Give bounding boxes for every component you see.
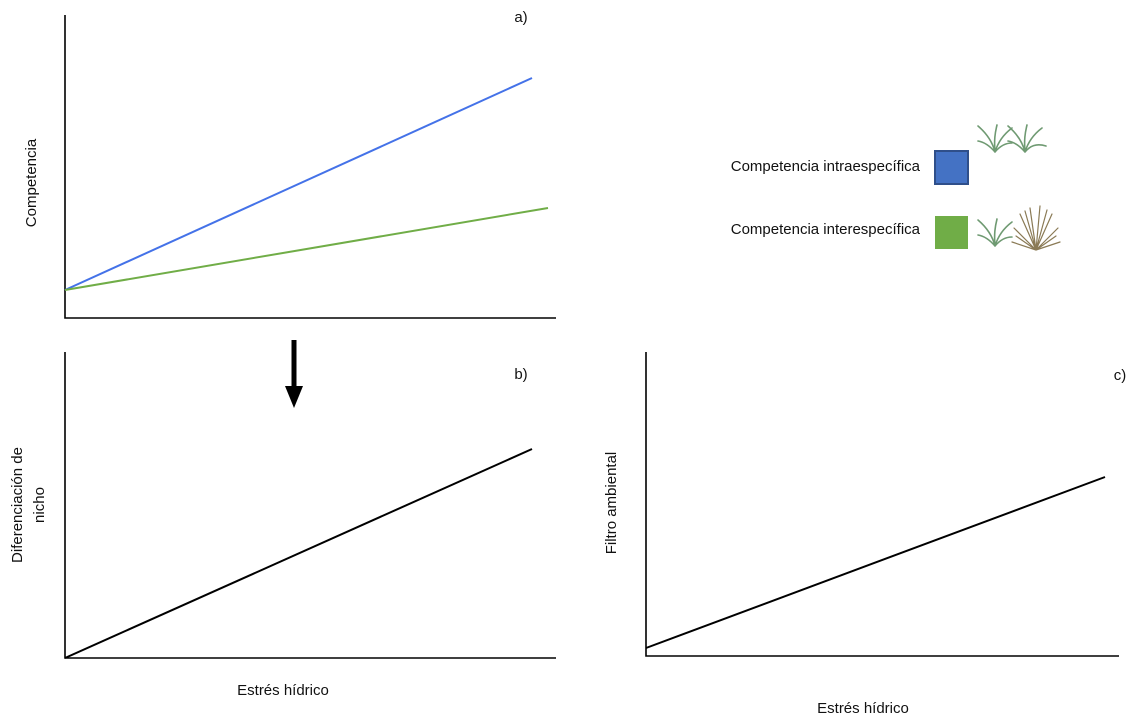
intra-line bbox=[65, 78, 532, 290]
grass-icon bbox=[978, 206, 1060, 250]
axes bbox=[65, 352, 556, 658]
legend-swatch bbox=[935, 151, 968, 184]
axes bbox=[65, 15, 556, 318]
trend-line bbox=[646, 477, 1105, 648]
y-axis-title: Filtro ambiental bbox=[603, 452, 620, 555]
panel-b: b) Diferenciación de nicho Estrés hídric… bbox=[9, 352, 556, 699]
axes bbox=[646, 352, 1119, 656]
trend-line bbox=[65, 449, 532, 658]
x-axis-title: Estrés hídrico bbox=[237, 682, 329, 699]
diagram: a) Competencia Competencia intraespecífi… bbox=[0, 0, 1129, 719]
panel-a: a) Competencia bbox=[23, 9, 556, 318]
y-axis-title: nicho bbox=[31, 487, 48, 523]
panel-label: a) bbox=[514, 9, 527, 26]
y-axis-title: Diferenciación de bbox=[9, 447, 26, 563]
inter-line bbox=[65, 208, 548, 290]
panel-label: c) bbox=[1114, 367, 1127, 384]
grass-icon bbox=[978, 125, 1046, 152]
arrow bbox=[285, 340, 303, 408]
legend-swatch bbox=[935, 216, 968, 249]
x-axis-title: Estrés hídrico bbox=[817, 700, 909, 717]
panel-c: c) Filtro ambiental Estrés hídrico bbox=[603, 352, 1126, 717]
panel-label: b) bbox=[514, 366, 527, 383]
legend-text: Competencia intraespecífica bbox=[731, 158, 921, 175]
legend-text: Competencia interespecífica bbox=[731, 221, 921, 238]
y-axis-title: Competencia bbox=[23, 138, 40, 227]
legend: Competencia intraespecífica Competencia … bbox=[731, 125, 1060, 250]
